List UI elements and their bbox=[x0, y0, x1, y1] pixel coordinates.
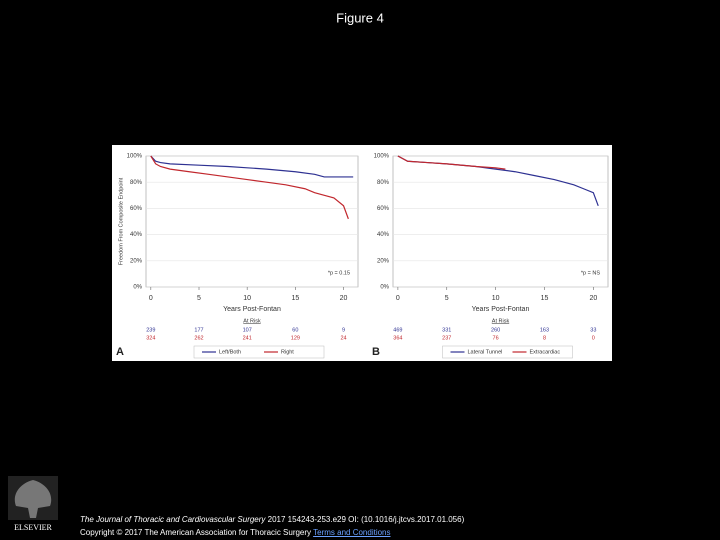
legend-label: Lateral Tunnel bbox=[468, 349, 503, 355]
y-tick-label: 0% bbox=[133, 285, 142, 291]
survival-line bbox=[150, 155, 354, 178]
at-risk-count: 364 bbox=[393, 335, 402, 341]
legend-label: Right bbox=[281, 349, 294, 355]
x-tick-label: 0 bbox=[396, 295, 400, 302]
y-tick-label: 100% bbox=[127, 154, 143, 160]
y-tick-label: 60% bbox=[130, 206, 143, 212]
y-tick-label: 40% bbox=[130, 232, 143, 238]
x-tick-label: 15 bbox=[541, 295, 549, 302]
figure-title: Figure 4 bbox=[336, 10, 384, 25]
at-risk-count: 0 bbox=[592, 335, 595, 341]
survival-line bbox=[397, 155, 506, 170]
at-risk-count: 469 bbox=[393, 327, 402, 333]
at-risk-count: 260 bbox=[491, 327, 500, 333]
x-tick-label: 0 bbox=[149, 295, 153, 302]
at-risk-title: At Risk bbox=[492, 318, 510, 324]
y-axis-label: Freedom From Composite Endpoint bbox=[118, 177, 124, 265]
y-tick-label: 100% bbox=[374, 154, 390, 160]
at-risk-count: 177 bbox=[194, 327, 203, 333]
at-risk-count: 324 bbox=[146, 335, 155, 341]
at-risk-count: 8 bbox=[543, 335, 546, 341]
at-risk-count: 163 bbox=[540, 327, 549, 333]
y-tick-label: 80% bbox=[377, 180, 390, 186]
at-risk-count: 239 bbox=[146, 327, 155, 333]
y-tick-label: 80% bbox=[130, 180, 143, 186]
at-risk-count: 241 bbox=[243, 335, 252, 341]
citation-line: The Journal of Thoracic and Cardiovascul… bbox=[80, 515, 464, 524]
x-tick-label: 15 bbox=[291, 295, 299, 302]
at-risk-count: 24 bbox=[340, 335, 346, 341]
y-tick-label: 20% bbox=[377, 258, 390, 264]
copyright-line: Copyright © 2017 The American Associatio… bbox=[80, 528, 391, 537]
at-risk-count: 129 bbox=[291, 335, 300, 341]
terms-link[interactable]: Terms and Conditions bbox=[313, 528, 391, 537]
at-risk-count: 237 bbox=[442, 335, 451, 341]
x-tick-label: 20 bbox=[589, 295, 597, 302]
panel-label: B bbox=[372, 346, 380, 358]
at-risk-count: 262 bbox=[194, 335, 203, 341]
at-risk-title: At Risk bbox=[243, 318, 261, 324]
legend-label: Extracardiac bbox=[530, 349, 561, 355]
legend-box bbox=[442, 345, 573, 359]
at-risk-count: 60 bbox=[292, 327, 298, 333]
at-risk-count: 107 bbox=[243, 327, 252, 333]
survival-line bbox=[150, 155, 349, 220]
y-tick-label: 20% bbox=[130, 258, 143, 264]
x-tick-label: 10 bbox=[492, 295, 500, 302]
citation: 2017 154243-253.e29 OI: (10.1016/j.jtcvs… bbox=[267, 515, 465, 524]
panel-label: A bbox=[116, 346, 124, 358]
x-tick-label: 5 bbox=[445, 295, 449, 302]
at-risk-count: 76 bbox=[493, 335, 499, 341]
at-risk-count: 33 bbox=[590, 327, 596, 333]
journal: The Journal of Thoracic and Cardiovascul… bbox=[80, 515, 266, 524]
annotation: *p = 0.15 bbox=[328, 270, 350, 276]
x-tick-label: 20 bbox=[340, 295, 348, 302]
legend-label: Left/Both bbox=[219, 349, 241, 355]
elsevier-logo: ELSEVIER bbox=[8, 476, 58, 532]
x-tick-label: 10 bbox=[243, 295, 251, 302]
legend-box bbox=[193, 345, 325, 359]
logo-text: ELSEVIER bbox=[14, 523, 52, 532]
at-risk-count: 9 bbox=[342, 327, 345, 333]
y-tick-label: 0% bbox=[380, 285, 389, 291]
y-tick-label: 60% bbox=[377, 206, 390, 212]
annotation: *p = NS bbox=[581, 270, 600, 276]
x-tick-label: 5 bbox=[197, 295, 201, 302]
copyright: Copyright © 2017 The American Associatio… bbox=[80, 528, 312, 537]
x-axis-label: Years Post-Fontan bbox=[472, 306, 530, 313]
y-tick-label: 40% bbox=[377, 232, 390, 238]
x-axis-label: Years Post-Fontan bbox=[223, 306, 281, 313]
figure-panel bbox=[112, 145, 612, 361]
at-risk-count: 331 bbox=[442, 327, 451, 333]
